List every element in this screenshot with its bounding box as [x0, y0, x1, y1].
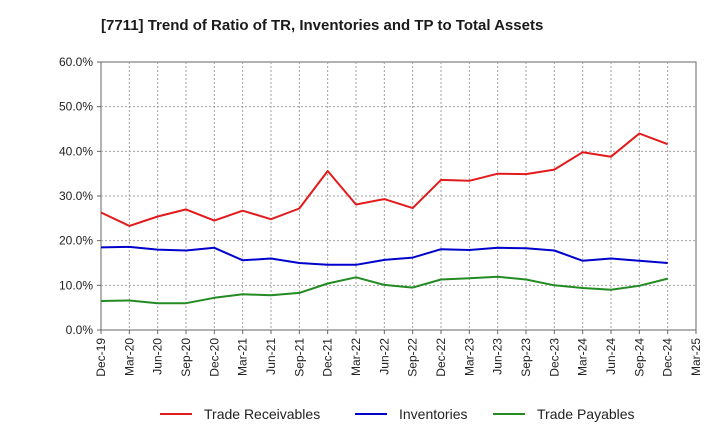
x-tick-label: Dec-20 — [207, 338, 221, 377]
legend-label: Trade Receivables — [204, 406, 320, 422]
x-tick-label: Dec-23 — [547, 338, 561, 377]
y-tick-label: 60.0% — [59, 55, 93, 69]
series-lines — [100, 132, 669, 305]
x-tick-label: Sep-22 — [406, 338, 420, 377]
chart-title: [7711] Trend of Ratio of TR, Inventories… — [101, 17, 543, 34]
x-tick-label: Jun-23 — [491, 338, 505, 375]
legend-label: Inventories — [399, 406, 467, 422]
grid — [100, 61, 697, 331]
y-tick-label: 20.0% — [59, 234, 93, 248]
x-tick-label: Sep-23 — [519, 338, 533, 377]
x-tick-label: Jun-20 — [151, 338, 165, 375]
x-tick-label: Dec-22 — [434, 338, 448, 377]
x-tick-label: Dec-21 — [321, 338, 335, 377]
x-tick-label: Jun-22 — [377, 338, 391, 375]
legend-label: Trade Payables — [537, 406, 635, 422]
y-tick-label: 40.0% — [59, 144, 93, 158]
x-tick-label: Mar-25 — [689, 338, 703, 376]
x-tick-label: Jun-24 — [604, 338, 618, 375]
series-line-2 — [100, 245, 668, 266]
x-tick-label: Mar-21 — [236, 338, 250, 376]
x-tick-label: Mar-24 — [576, 338, 590, 376]
y-tick-label: 0.0% — [66, 323, 94, 337]
series-line-1 — [100, 132, 669, 227]
x-tick-label: Sep-24 — [632, 338, 646, 377]
series-line-3 — [100, 275, 668, 305]
y-tick-label: 30.0% — [59, 189, 93, 203]
x-tick-label: Sep-21 — [292, 338, 306, 377]
x-tick-label: Mar-22 — [349, 338, 363, 376]
x-tick-label: Mar-23 — [462, 338, 476, 376]
legend: Trade Receivables Inventories Trade Payabl… — [160, 406, 635, 422]
axes: 0.0% 10.0% 20.0% 30.0% 40.0% 50.0% 60.0% Dec-19… — [59, 55, 703, 377]
x-tick-label: Dec-19 — [94, 338, 108, 377]
x-tick-label: Dec-24 — [661, 338, 675, 377]
y-tick-label: 50.0% — [59, 100, 93, 114]
y-tick-label: 10.0% — [59, 278, 93, 292]
x-tick-label: Mar-20 — [122, 338, 136, 376]
x-tick-label: Jun-21 — [264, 338, 278, 375]
x-tick-label: Sep-20 — [179, 338, 193, 377]
